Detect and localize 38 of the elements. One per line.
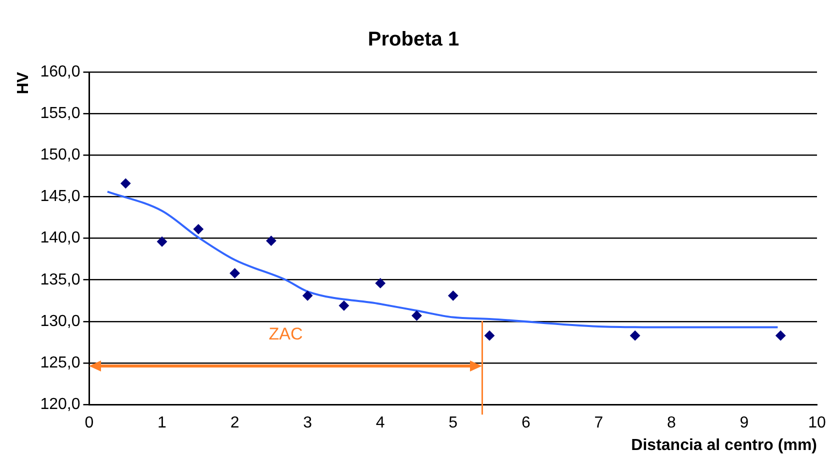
point [630, 330, 640, 341]
point [448, 290, 458, 301]
x-tick-label: 7 [594, 414, 604, 432]
y-tick-label: 145,0 [40, 188, 80, 206]
x-tick-label: 1 [158, 414, 167, 432]
annotation: ZAC [268, 324, 303, 344]
y-axis-title: HV [15, 72, 32, 94]
y-tick-label: 125,0 [40, 354, 80, 372]
x-axis-title: Distancia al centro (mm) [631, 436, 817, 454]
point [338, 300, 349, 311]
x-tick-label: 0 [84, 414, 94, 432]
x-tick-label: 4 [376, 414, 385, 432]
point [302, 290, 313, 301]
y-tick-label: 135,0 [40, 271, 80, 288]
x-tick-label: 5 [448, 414, 458, 432]
x-tick-label: 3 [303, 414, 312, 432]
chart-title: Probeta 1 [368, 28, 460, 51]
point [412, 310, 422, 321]
y-tick-label: 150,0 [40, 146, 80, 164]
point [776, 330, 786, 341]
y-tick-label: 130,0 [40, 312, 80, 330]
point [157, 236, 168, 247]
point [230, 268, 240, 278]
y-tick-label: 160,0 [40, 63, 80, 80]
y-tick-label: 140,0 [40, 230, 80, 247]
x-tick-label: 8 [666, 414, 676, 432]
y-tick-label: 155,0 [40, 104, 80, 122]
x-tick-label: 9 [740, 414, 749, 432]
point [266, 236, 276, 246]
point [484, 330, 495, 341]
x-tick-label: 2 [230, 414, 240, 432]
point [375, 278, 386, 288]
point [120, 178, 131, 188]
point [193, 224, 204, 234]
x-tick-label: 6 [521, 414, 530, 432]
y-tick-label: 120,0 [40, 396, 80, 414]
line-series [106, 190, 779, 328]
x-tick-label: 10 [808, 414, 826, 432]
